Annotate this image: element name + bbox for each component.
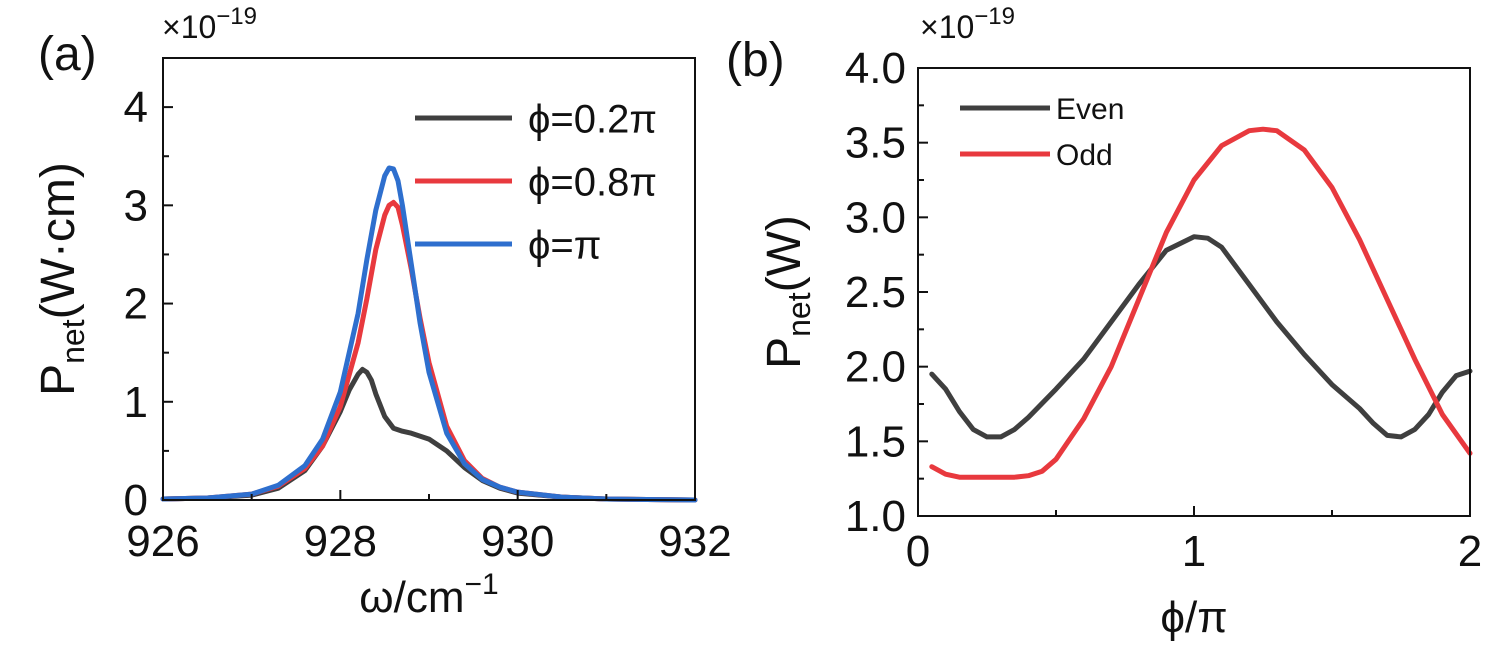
- x-tick-label-a-1: 928: [304, 517, 377, 566]
- x-tick-label-a-2: 930: [481, 517, 554, 566]
- plot-area-a: [160, 165, 698, 503]
- series-line-a-2: [160, 165, 698, 503]
- plot-area-b: [929, 126, 1473, 480]
- panel-b: (b) ×10−19 0 1 2 1.0 1.5 2.0 2.5 3.0 3.5 4.0 ϕ/π…: [726, 3, 1482, 642]
- multiplier-a-base: ×10: [162, 9, 216, 45]
- legend-b: Even Odd: [960, 93, 1124, 172]
- legend-label-b-1: Odd: [1056, 139, 1113, 172]
- y-ticks-a: 0 1 2 3 4: [124, 83, 173, 525]
- y-tick-label-a-1: 1: [124, 378, 148, 427]
- y-axis-title-b-sub: net: [781, 292, 817, 337]
- multiplier-a: ×10−19: [162, 3, 257, 45]
- x-ticks-a: 926 928 930 932: [126, 490, 732, 566]
- x-axis-title-a: ω/cm−1: [359, 568, 498, 622]
- y-tick-label-b-4: 3.0: [845, 193, 906, 242]
- x-tick-label-a-3: 932: [658, 517, 731, 566]
- legend-label-a-2: ϕ=π: [528, 223, 601, 267]
- panel-label-a: (a): [38, 28, 97, 81]
- y-tick-label-a-3: 3: [124, 181, 148, 230]
- x-axis-title-a-sup: −1: [465, 568, 499, 601]
- legend-a: ϕ=0.2π ϕ=0.8π ϕ=π: [415, 97, 657, 267]
- y-axis-title-b-main: P: [758, 337, 811, 369]
- multiplier-b-exponent: −19: [974, 3, 1015, 30]
- axes-frame-b: [917, 67, 1471, 517]
- multiplier-b-base: ×10: [920, 9, 974, 45]
- y-tick-label-b-3: 2.5: [845, 268, 906, 317]
- x-axis-title-b: ϕ/π: [1160, 593, 1227, 642]
- y-axis-title-a-sub: net: [55, 319, 91, 364]
- y-tick-label-b-2: 2.0: [845, 343, 906, 392]
- series-line-b-1: [929, 126, 1473, 480]
- series-line-b-0: [929, 234, 1473, 440]
- y-axis-title-b: Pnet(W): [758, 215, 817, 369]
- x-axis-title-b-main: ϕ/π: [1160, 593, 1227, 642]
- x-tick-label-b-0: 0: [906, 527, 930, 576]
- x-tick-label-b-2: 2: [1458, 527, 1482, 576]
- y-axis-title-b-unit: (W): [758, 215, 811, 292]
- y-tick-label-a-4: 4: [124, 83, 148, 132]
- series-line-a-1: [160, 199, 698, 503]
- y-axis-title-a-unit: (W·cm): [32, 162, 85, 319]
- y-axis-title-a: Pnet(W·cm): [32, 162, 91, 396]
- x-tick-label-a-0: 926: [126, 517, 199, 566]
- y-tick-label-a-2: 2: [124, 280, 148, 329]
- y-axis-title-a-main: P: [32, 364, 85, 396]
- y-tick-label-b-6: 4.0: [845, 44, 906, 93]
- y-tick-label-b-5: 3.5: [845, 119, 906, 168]
- series-line-a-0: [160, 366, 698, 503]
- y-ticks-b: 1.0 1.5 2.0 2.5 3.0 3.5 4.0: [845, 44, 928, 541]
- panel-label-b: (b): [726, 34, 785, 87]
- panel-a: (a) ×10−19 926 928 930 932 0 1 2 3 4 ω/cm−1 Pne…: [32, 3, 732, 622]
- x-tick-label-b-1: 1: [1182, 527, 1206, 576]
- multiplier-a-exponent: −19: [216, 3, 257, 30]
- legend-label-a-0: ϕ=0.2π: [528, 97, 657, 141]
- y-tick-label-a-0: 0: [124, 476, 148, 525]
- y-tick-label-b-1: 1.5: [845, 417, 906, 466]
- x-axis-title-a-main: ω/cm: [359, 573, 464, 622]
- multiplier-b: ×10−19: [920, 3, 1015, 45]
- legend-label-b-0: Even: [1056, 93, 1124, 126]
- x-ticks-b: 0 1 2: [906, 506, 1482, 576]
- y-tick-label-b-0: 1.0: [845, 492, 906, 541]
- legend-label-a-1: ϕ=0.8π: [528, 160, 657, 204]
